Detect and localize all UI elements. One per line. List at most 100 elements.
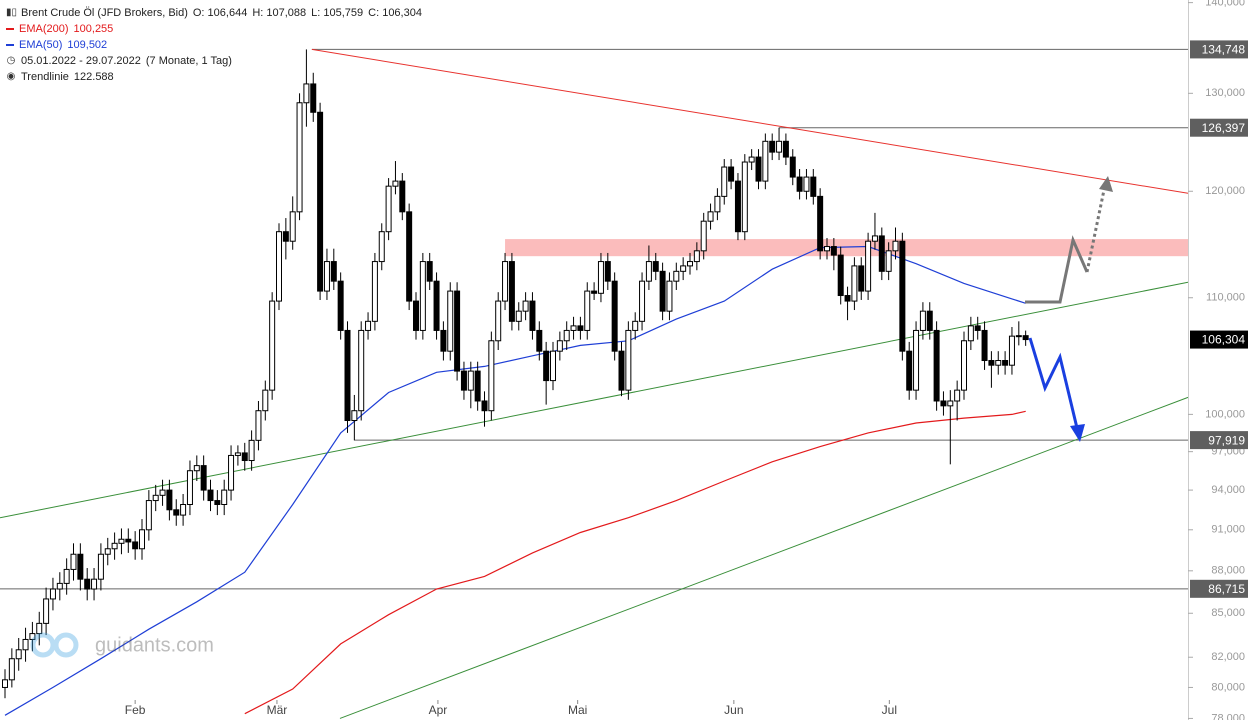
trendline-name: Trendlinie: [21, 71, 69, 83]
candle-body: [906, 350, 913, 391]
legend-row: EMA(50) 109,502: [6, 37, 422, 53]
candle-body: [1002, 360, 1009, 366]
y-tick-label: 100,000: [1205, 408, 1245, 420]
candle-body: [734, 180, 741, 233]
logo-circle: [53, 632, 79, 658]
last-price-box: [1190, 330, 1248, 349]
trendline: [0, 281, 1189, 519]
candle-body: [967, 325, 974, 342]
candle-body: [844, 295, 851, 302]
candle-body: [762, 140, 769, 182]
candle-body: [22, 638, 29, 651]
legend: ▮▯ Brent Crude Öl (JFD Brokers, Bid) O: …: [6, 5, 422, 85]
background-layer: [0, 48, 1189, 590]
level-label: 126,397: [1202, 121, 1246, 135]
candle-body: [947, 400, 954, 407]
candle-body: [899, 240, 906, 352]
gray-arrowhead: [1099, 176, 1113, 192]
candle-body: [570, 325, 577, 331]
candle-body: [97, 553, 104, 580]
candle-body: [221, 489, 228, 506]
blue-arrowhead: [1070, 424, 1085, 442]
candle-body: [926, 310, 933, 331]
candle-body: [543, 350, 550, 382]
candle-body: [152, 494, 159, 502]
candle-icon: ▮▯: [6, 7, 18, 18]
candle-body: [515, 310, 522, 322]
candle-body: [282, 231, 289, 242]
candle-body: [769, 140, 776, 153]
candle-body: [824, 246, 831, 252]
line-layer: [0, 48, 1189, 719]
candle-body: [214, 500, 221, 506]
candle-body: [604, 261, 611, 282]
candle-body: [550, 350, 557, 382]
legend-value: 100,255: [73, 23, 114, 35]
level-label-box: [1190, 579, 1248, 598]
candle-body: [419, 261, 426, 331]
resistance-zone: [505, 239, 1189, 257]
candle-body: [433, 280, 440, 331]
candle-body: [255, 410, 262, 441]
y-tick-label: 88,000: [1211, 565, 1245, 577]
candle-body: [782, 140, 789, 158]
candle-body: [276, 231, 283, 302]
trendline: [339, 396, 1189, 719]
candle-body: [323, 261, 330, 292]
ohlc-label: O: 106,644: [192, 7, 248, 19]
candle-body: [467, 370, 474, 391]
y-tick-label: 91,000: [1211, 524, 1245, 536]
candle-body: [358, 329, 365, 412]
candle-body: [878, 235, 885, 272]
candle-body: [49, 588, 56, 600]
candle-body: [652, 261, 659, 272]
candle-body: [995, 360, 1002, 366]
candle-body: [337, 280, 344, 331]
legend-row: ◉ Trendlinie 122.588: [6, 69, 422, 85]
candle-body: [858, 265, 865, 292]
candle-body: [913, 329, 920, 391]
candle-body: [193, 465, 200, 472]
watermark-text: guidants.com: [95, 634, 214, 656]
level-label-box: [1190, 431, 1248, 450]
candle-body: [707, 211, 714, 222]
x-tick-label: Jun: [724, 703, 743, 717]
candle-body: [118, 538, 125, 544]
candle-body: [447, 290, 454, 352]
legend-name: EMA(200): [19, 23, 69, 35]
candle-body: [728, 166, 735, 182]
candle-body: [871, 235, 878, 242]
candle-body: [460, 370, 467, 391]
candle-body: [139, 529, 146, 550]
candle-body: [748, 156, 755, 163]
candle-body: [577, 325, 584, 331]
candle-body: [508, 261, 515, 322]
legend-value: 109,502: [67, 39, 108, 51]
candle-body: [29, 633, 36, 640]
candle-body: [330, 261, 337, 282]
ohlc-label: H: 107,088: [252, 7, 307, 19]
candle-body: [625, 329, 632, 391]
candle-body: [639, 280, 646, 322]
legend-swatch: [6, 44, 14, 46]
candle-body: [954, 389, 961, 402]
candle-body: [522, 300, 529, 312]
candle-body: [207, 489, 214, 502]
candle-body: [618, 350, 625, 391]
candle-body: [803, 176, 810, 192]
period: 05.01.2022 - 29.07.2022: [21, 55, 141, 67]
candle-body: [659, 270, 666, 312]
candle-body: [454, 290, 461, 372]
candle-body: [385, 185, 392, 233]
legend-name: EMA(50): [19, 39, 63, 51]
candle-body: [104, 548, 111, 555]
candle-body: [317, 111, 324, 292]
candle-body: [166, 489, 173, 511]
x-tick-label: Apr: [429, 703, 448, 717]
candle-body: [563, 329, 570, 342]
x-tick-label: Mär: [267, 703, 288, 717]
candle-body: [885, 250, 892, 272]
level-label: 97,919: [1208, 433, 1245, 447]
candle-body: [413, 300, 420, 331]
